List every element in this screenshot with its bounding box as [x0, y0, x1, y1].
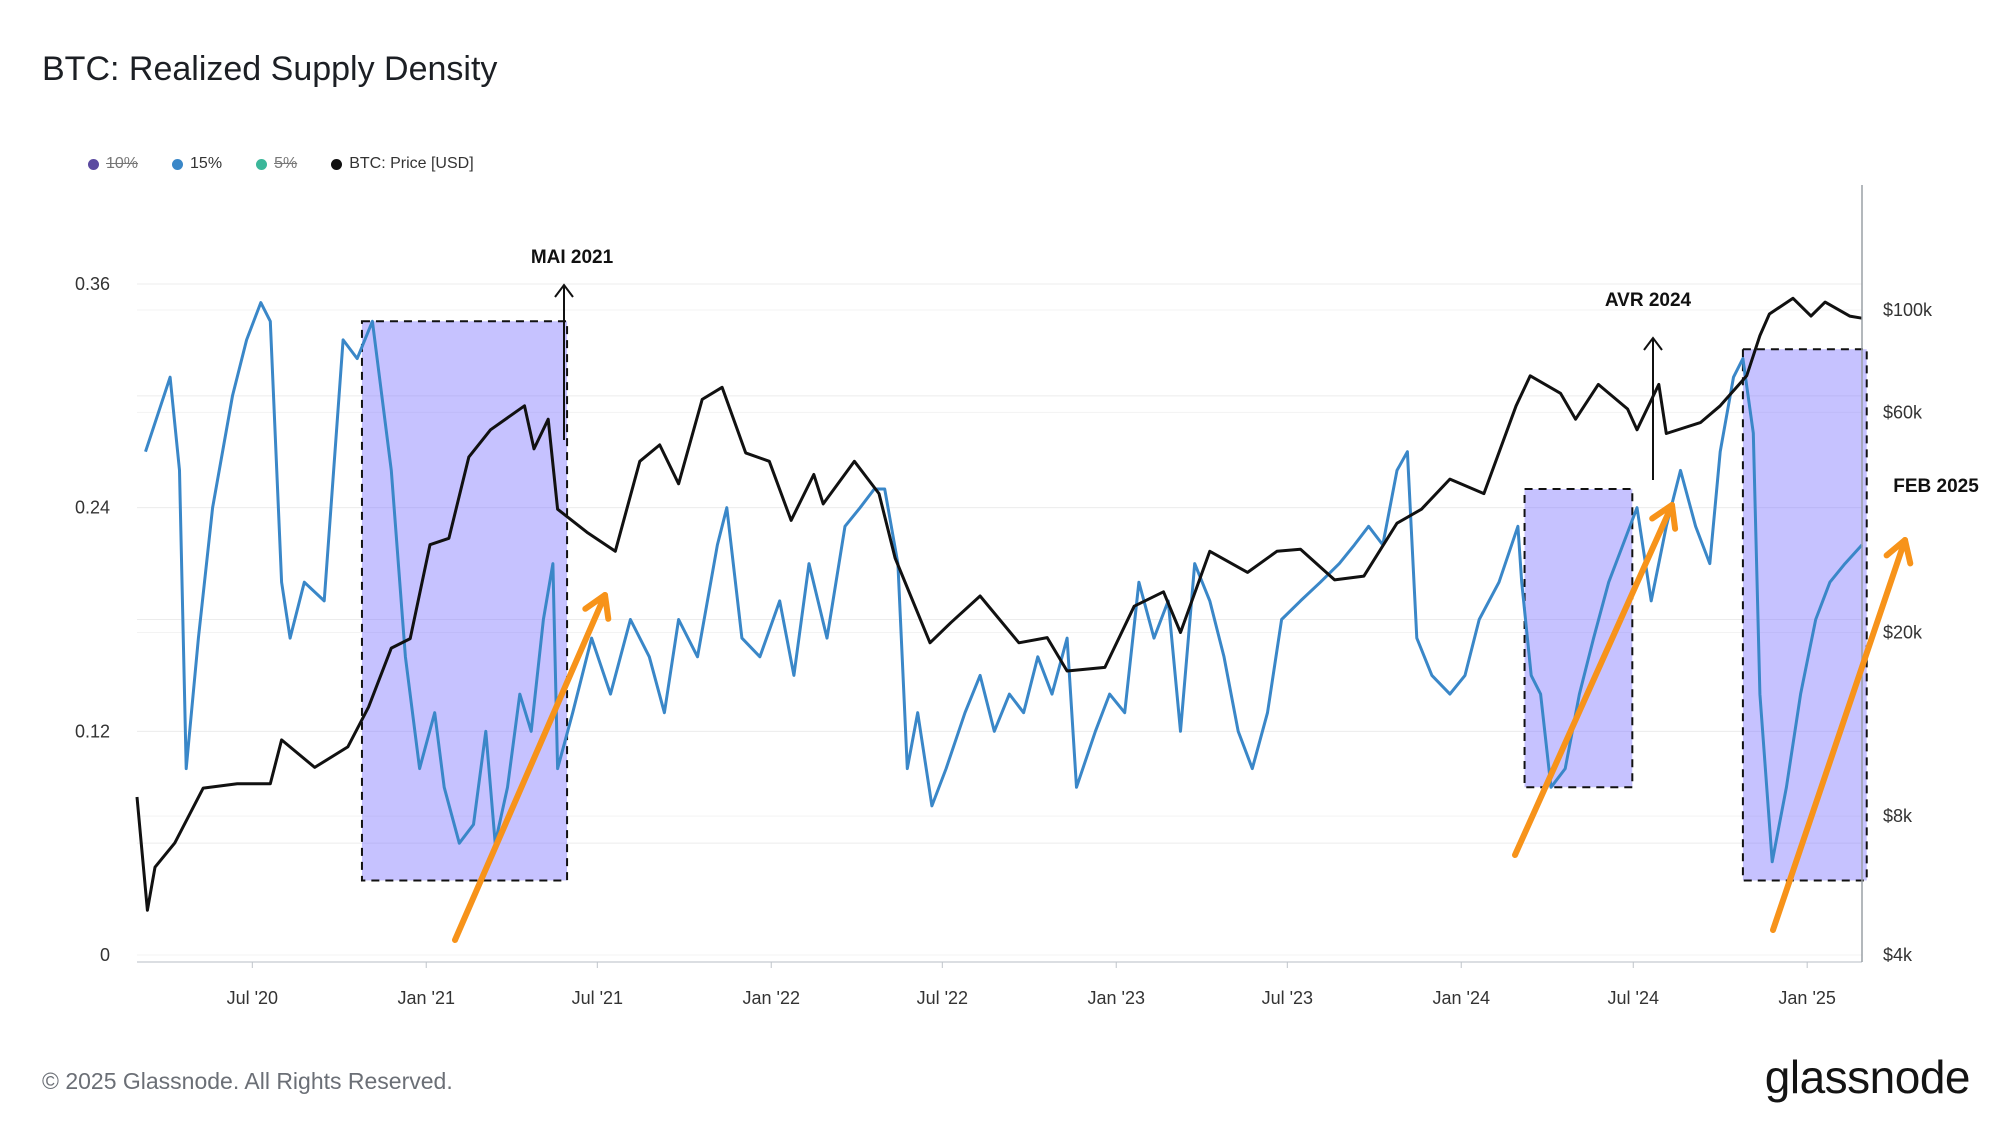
legend-dot-icon	[256, 158, 268, 170]
trend-arrow-line	[1512, 502, 1675, 858]
trend-arrow-head	[582, 592, 612, 622]
y-left-tick-label: 0	[100, 945, 110, 965]
legend-item-10[interactable]: 10%	[88, 155, 138, 173]
axes: Jul '20 Jan '21 Jul '21 Jan '22 Jul '22 Jan '…	[75, 185, 1933, 1008]
x-tick-label: Jul '22	[917, 988, 968, 1008]
chart-legend: 10% 15% 5% BTC: Price [USD]	[88, 155, 474, 173]
x-tick-label: Jan '21	[397, 988, 454, 1008]
x-tick-label: Jul '20	[227, 988, 278, 1008]
y-left-tick-label: 0.36	[75, 274, 110, 294]
copyright-text: © 2025 Glassnode. All Rights Reserved.	[42, 1068, 453, 1094]
x-tick-label: Jan '25	[1778, 988, 1835, 1008]
annotation-label: AVR 2024	[1605, 290, 1692, 311]
x-tick-label: Jan '23	[1087, 988, 1144, 1008]
y-right-tick-label: $8k	[1883, 806, 1913, 826]
brand-logo: glassnode	[1764, 1051, 1971, 1103]
legend-dot-icon	[88, 158, 99, 170]
annotation-arrow-head	[1643, 336, 1663, 351]
legend-label: 15%	[190, 155, 223, 172]
x-tick-label: Jan '24	[1432, 988, 1489, 1008]
trend-arrow-line	[1770, 537, 1908, 933]
x-tick-label: Jan '22	[742, 988, 799, 1008]
legend-label: BTC: Price [USD]	[349, 155, 474, 172]
series-lines	[135, 296, 1864, 912]
highlight-boxes	[360, 320, 1868, 882]
y-right-tick-label: $20k	[1883, 623, 1923, 643]
trend-arrow-line	[452, 592, 608, 943]
x-tick-label: Jul '24	[1608, 988, 1659, 1008]
y-left-tick-label: 0.24	[75, 498, 110, 518]
gridlines	[137, 283, 1862, 956]
y-right-tick-label: $4k	[1883, 945, 1913, 965]
highlight-box	[1523, 488, 1634, 789]
y-right-tick-label: $100k	[1883, 300, 1933, 320]
legend-item-15[interactable]: 15%	[172, 155, 222, 173]
series-line-15pct	[144, 301, 1864, 864]
x-tick-label: Jul '21	[572, 988, 623, 1008]
trend-arrow-head	[1883, 537, 1914, 567]
x-tick-label: Jul '23	[1262, 988, 1313, 1008]
y-left-tick-label: 0.12	[75, 721, 110, 741]
annotation-label: MAI 2021	[531, 247, 614, 268]
annotations: MAI 2021 AVR 2024 FEB 2025	[452, 247, 1979, 943]
trend-arrow-head	[1649, 502, 1679, 532]
legend-dot-icon	[331, 158, 343, 170]
legend-label: 5%	[274, 155, 298, 172]
page-title: BTC: Realized Supply Density	[42, 50, 498, 88]
highlight-box	[360, 320, 569, 882]
series-line-btc-price	[135, 296, 1863, 912]
highlight-box	[1741, 348, 1868, 882]
legend-label: 10%	[106, 155, 139, 172]
legend-dot-icon	[172, 158, 184, 170]
legend-item-5[interactable]: 5%	[256, 155, 297, 173]
y-right-tick-label: $60k	[1883, 402, 1923, 422]
legend-item-price[interactable]: BTC: Price [USD]	[331, 155, 474, 173]
annotation-label: FEB 2025	[1893, 476, 1979, 497]
annotation-arrow-head	[554, 283, 574, 298]
